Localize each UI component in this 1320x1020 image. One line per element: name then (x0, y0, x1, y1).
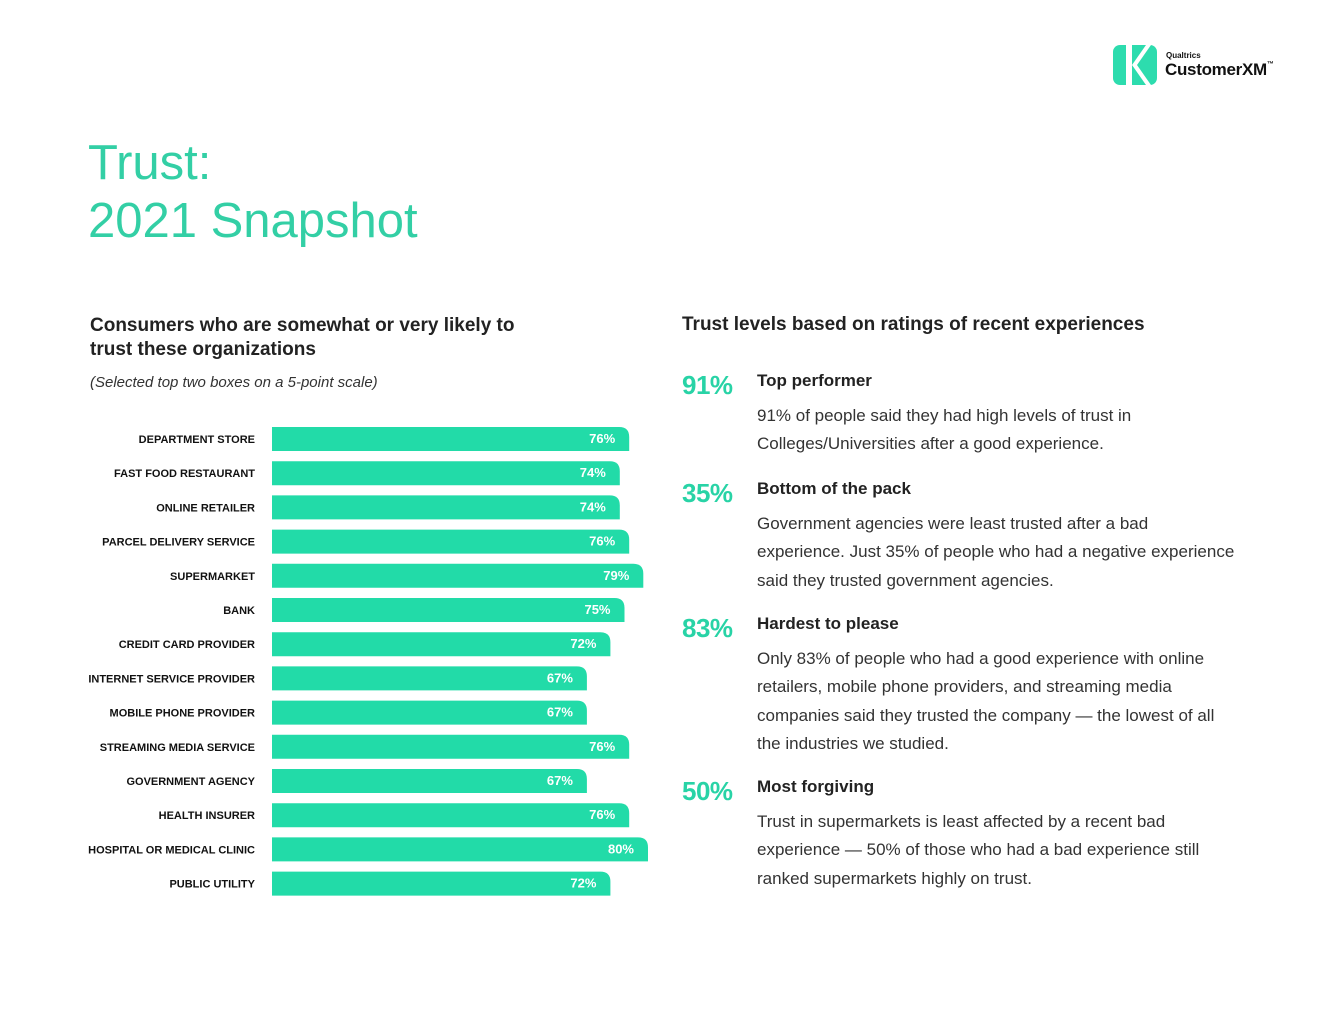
category-label: CREDIT CARD PROVIDER (119, 639, 255, 651)
category-label: SUPERMARKET (170, 571, 255, 583)
bar-row: INTERNET SERVICE PROVIDER 67% (88, 666, 587, 691)
stat-percent: 35% (682, 478, 733, 508)
category-label: MOBILE PHONE PROVIDER (110, 708, 256, 720)
chart-subheading: (Selected top two boxes on a 5-point sca… (90, 374, 378, 391)
value-label: 76% (589, 807, 615, 822)
value-label: 72% (570, 636, 596, 651)
bar-row: FAST FOOD RESTAURANT 74% (114, 461, 620, 486)
stat-title: Top performer (757, 371, 872, 390)
bar (272, 666, 587, 691)
category-label: STREAMING MEDIA SERVICE (100, 742, 255, 754)
right-heading: Trust levels based on ratings of recent … (682, 314, 1145, 335)
stat-title: Most forgiving (757, 777, 875, 796)
logo-mark-icon (1113, 45, 1157, 85)
page-title-line1: Trust: (88, 136, 212, 190)
category-label: BANK (223, 605, 255, 617)
category-label: ONLINE RETAILER (156, 502, 255, 514)
bar-row: CREDIT CARD PROVIDER 72% (119, 632, 611, 657)
bar (272, 461, 620, 486)
value-label: 67% (547, 705, 573, 720)
bar-row: MOBILE PHONE PROVIDER 67% (110, 700, 587, 725)
value-label: 76% (589, 534, 615, 549)
stat-percent: 91% (682, 370, 733, 400)
category-label: FAST FOOD RESTAURANT (114, 468, 255, 480)
stat-body: Trust in supermarkets is least affected … (757, 812, 1200, 888)
bar-row: PARCEL DELIVERY SERVICE 76% (102, 529, 630, 554)
stat-body: Government agencies were least trusted a… (757, 514, 1235, 590)
value-label: 72% (570, 876, 596, 891)
bar (272, 871, 611, 896)
value-label: 67% (547, 670, 573, 685)
value-label: 67% (547, 773, 573, 788)
stat-title: Bottom of the pack (757, 479, 911, 498)
bar-row: BANK 75% (223, 598, 625, 622)
page-title-line2: 2021 Snapshot (88, 194, 418, 248)
stat-body: Only 83% of people who had a good experi… (757, 649, 1215, 753)
bar (272, 734, 630, 759)
bar-row: SUPERMARKET 79% (170, 563, 644, 588)
bar (272, 427, 630, 451)
bar-row: PUBLIC UTILITY 72% (169, 871, 611, 896)
bar (272, 769, 587, 793)
bar-row: STREAMING MEDIA SERVICE 76% (100, 734, 630, 759)
category-label: PARCEL DELIVERY SERVICE (102, 537, 255, 549)
bar (272, 598, 625, 622)
bar (272, 529, 630, 554)
bar (272, 803, 630, 828)
logo-product: CustomerXM™ (1165, 60, 1274, 79)
bar-row: HEALTH INSURER 76% (159, 803, 630, 828)
category-label: INTERNET SERVICE PROVIDER (88, 673, 255, 685)
bar-row: HOSPITAL OR MEDICAL CLINIC 80% (88, 837, 648, 862)
value-label: 79% (603, 568, 629, 583)
value-label: 80% (608, 841, 634, 856)
value-label: 74% (580, 499, 606, 514)
value-label: 76% (589, 431, 615, 446)
category-label: PUBLIC UTILITY (169, 879, 255, 891)
page-title: Trust: 2021 Snapshot (88, 134, 418, 250)
value-label: 74% (580, 465, 606, 480)
brand-logo: Qualtrics CustomerXM™ (1113, 43, 1283, 87)
value-label: 76% (589, 739, 615, 754)
category-label: GOVERNMENT AGENCY (126, 776, 255, 788)
logo-company: Qualtrics (1166, 51, 1201, 60)
bar (272, 563, 644, 588)
stat-percent: 50% (682, 776, 733, 806)
category-label: DEPARTMENT STORE (139, 434, 255, 446)
category-label: HOSPITAL OR MEDICAL CLINIC (88, 844, 255, 856)
bar (272, 700, 587, 725)
logo-trademark: ™ (1266, 61, 1274, 68)
stat-body: 91% of people said they had high levels … (757, 406, 1132, 454)
bar (272, 632, 611, 657)
trust-bar-chart: DEPARTMENT STORE 76% FAST FOOD RESTAURANT 7… (88, 427, 648, 896)
bar (272, 837, 648, 862)
bar-row: DEPARTMENT STORE 76% (139, 427, 630, 451)
stat-percent: 83% (682, 613, 733, 643)
value-label: 75% (584, 602, 610, 617)
stat-title: Hardest to please (757, 614, 899, 633)
bar-row: ONLINE RETAILER 74% (156, 495, 620, 520)
category-label: HEALTH INSURER (159, 810, 255, 822)
chart-heading: Consumers who are somewhat or very likel… (90, 315, 515, 360)
bar-row: GOVERNMENT AGENCY 67% (126, 769, 587, 793)
bar (272, 495, 620, 520)
